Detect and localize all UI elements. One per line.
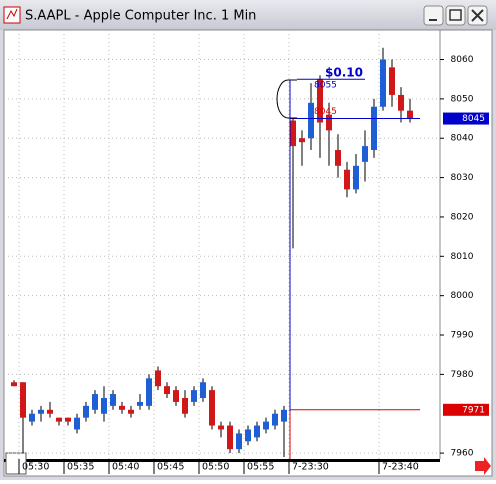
app-icon-glyph [6,8,18,20]
minimize-button[interactable] [423,5,444,26]
chart-panel [3,29,493,477]
x-tick-label: 05:30 [22,462,49,473]
x-tick-label: 05:40 [112,462,139,473]
candle-body [362,146,368,162]
candle-body [371,106,377,151]
x-tick-label: 05:50 [202,462,229,473]
close-button[interactable] [467,5,488,26]
price-marker [443,403,489,416]
y-tick-label: 7990 [451,331,474,341]
y-tick-label: 8010 [451,252,474,262]
app-icon [3,6,21,24]
candle-body [119,405,125,410]
candle-body [164,386,170,395]
candle-body [128,409,134,414]
candle-body [146,378,152,406]
candle-body [47,409,53,414]
plot-area: 7960 7980 7990 8000 8010 8020 8030 8040 8050 8060… [8,30,489,474]
candle-body [29,413,35,422]
candle-body [38,409,44,414]
candle-body [326,114,332,131]
candle-body [101,397,107,414]
candle-body [191,390,197,402]
candle-body [74,417,80,430]
candle-body [272,413,278,426]
maximize-button[interactable] [445,5,466,26]
candle-body [110,394,116,406]
y-tick-label: 7980 [451,370,474,380]
title-bar [0,0,496,30]
candle-body [407,110,413,119]
price-marker-label: 8045 [462,114,485,124]
x-tick-label: 05:35 [67,462,94,473]
y-tick-label: 8030 [451,173,474,183]
candle-body [398,94,404,111]
level-label: 8045 [314,107,337,117]
candle-body [317,79,323,123]
range-bracket [276,79,297,119]
range-label: $0.10 [325,66,363,80]
candle-body [227,425,233,450]
candle-body [182,397,188,414]
price-marker-label: 7971 [462,405,485,415]
y-tick-label: 8060 [451,55,474,65]
x-tick-label: 7-23:30 [292,462,329,473]
candle-body [200,382,206,398]
candle-body [389,67,395,95]
scroll-right-arrow[interactable] [475,457,491,475]
time-axis-bar [4,459,440,462]
candle-body [335,150,341,166]
candle-body [308,102,314,139]
candle-body [11,382,17,387]
y-tick-label: 8040 [451,134,474,144]
candle-body [65,417,71,422]
x-tick-label: 7-23:40 [382,462,419,473]
candle-body [236,433,242,450]
y-tick-label: 7960 [451,449,474,459]
x-tick-label: 05:55 [247,462,274,473]
candle-body [20,382,26,418]
candle-body [218,425,224,430]
candle-body [290,120,296,147]
candle-body [83,405,89,418]
candle-body [56,417,62,422]
candle-body [92,394,98,410]
y-tick-label: 8020 [451,212,474,222]
candle-body [380,59,386,107]
x-tick-label: 05:45 [157,462,184,473]
candle-body [299,138,305,143]
price-marker [443,112,489,125]
y-tick-label: 8000 [451,291,474,301]
candle-body [209,390,215,426]
candle-body [173,390,179,402]
candle-body [245,429,251,442]
candle-body [353,165,359,190]
y-tick-label: 8050 [451,94,474,104]
candle-body [137,401,143,406]
window-title: S.AAPL - Apple Computer Inc. 1 Min [25,9,256,24]
candle-body [344,169,350,190]
candle-body [281,409,287,422]
candle-body [155,370,161,387]
candle-body [263,421,269,430]
candle-body [254,425,260,438]
level-label: 8055 [314,81,337,91]
